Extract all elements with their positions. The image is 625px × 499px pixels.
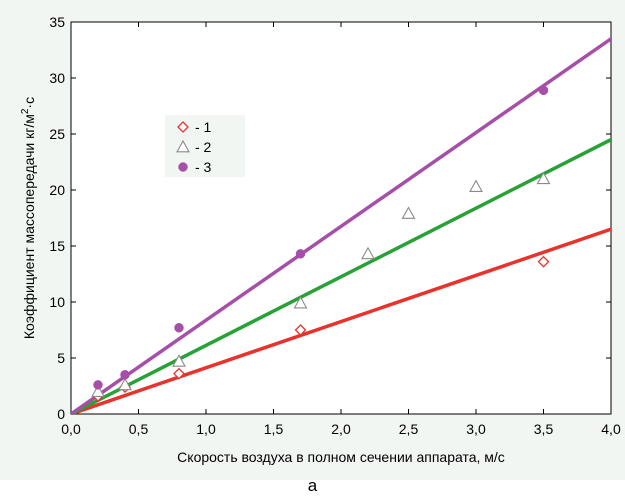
y-axis-title-main: Коэффициент массопередачи кг/м [21,114,37,339]
legend-label-3: - 3 [195,159,212,175]
x-tick-label: 3,0 [466,421,486,437]
x-axis-title: Скорость воздуха в полном сечении аппара… [177,449,505,465]
series-1-point [173,367,185,380]
series-3-fit-line [71,37,611,414]
y-axis-title: Коэффициент массопередачи кг/м2·с [20,97,37,339]
series-3-point [174,323,184,333]
chart-figure: 0,0 0,5 1,0 1,5 2,0 2,5 3,0 3,5 4,0 0 5 10 15 20 25 30 3… [0,0,625,480]
y-tick-label: 5 [57,350,65,366]
legend-label-2: - 2 [195,139,212,155]
series-3-point [93,380,103,390]
x-tick-label: 2,5 [399,421,419,437]
series-3-point [538,85,549,96]
y-axis-title-tail: ·с [21,97,37,109]
series-1-fit-line [71,227,611,414]
series-2-point [172,354,186,367]
chart-svg: 0,0 0,5 1,0 1,5 2,0 2,5 3,0 3,5 4,0 0 5 10 15 20 25 30 3… [20,14,621,465]
series-2-point [118,377,132,391]
y-tick-label: 20 [49,182,65,198]
series-2-point [361,246,375,260]
x-tick-label: 3,5 [534,421,554,437]
series-3-point [120,370,130,380]
legend-marker-3 [178,162,188,172]
y-tick-label: 25 [49,126,65,142]
y-axis-title-sup: 2 [20,108,31,114]
x-tick-label: 1,5 [264,421,284,437]
series-2-point [469,179,483,192]
series-2-point [536,171,551,185]
series-1-point [537,255,550,268]
x-tick-label: 0,0 [61,421,81,437]
y-tick-label: 35 [49,14,65,30]
legend-label-1: - 1 [195,119,212,135]
legend-marker-1 [177,121,189,133]
legend-marker-2 [176,139,190,153]
figure-caption: а [307,476,318,495]
x-tick-label: 1,0 [196,421,216,437]
y-tick-label: 30 [49,70,65,86]
series-2-point [293,295,308,309]
y-tick-label: 10 [49,294,65,310]
series-1-point [294,324,307,336]
series-3-point [295,249,306,259]
y-tick-label: 15 [49,238,65,254]
y-tick-label: 0 [57,406,65,422]
series-2-point [401,206,416,219]
series-2-fit-line [71,137,611,414]
x-tick-label: 0,5 [129,421,149,437]
series-2-point [91,384,105,397]
x-tick-label: 2,0 [331,421,351,437]
plot-area [70,21,612,415]
x-tick-label: 4,0 [601,421,621,437]
